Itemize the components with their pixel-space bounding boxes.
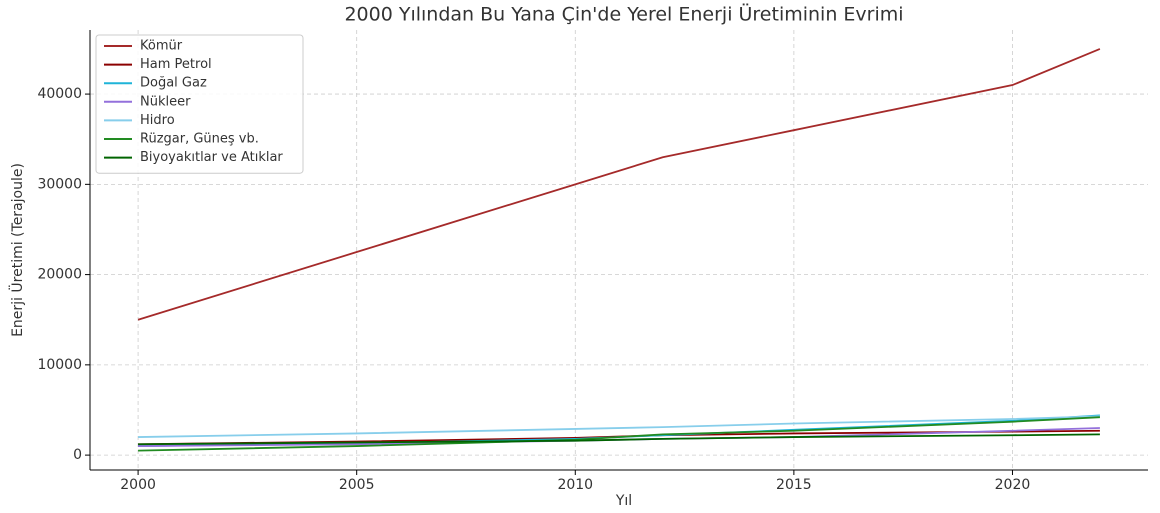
series-line	[138, 415, 1100, 438]
legend-label: Hidro	[140, 113, 175, 128]
series-line	[138, 433, 1100, 446]
legend-label: Biyoyakıtlar ve Atıklar	[140, 150, 283, 165]
series-line	[138, 416, 1100, 452]
x-tick-label: 2015	[776, 477, 812, 493]
y-tick-label: 20000	[37, 267, 82, 283]
legend-label: Ham Petrol	[140, 57, 212, 72]
chart-title: 2000 Yılından Bu Yana Çin'de Yerel Enerj…	[344, 3, 903, 26]
y-axis-label: Enerji Üretimi (Terajoule)	[8, 163, 26, 337]
legend-label: Kömür	[140, 39, 183, 54]
x-tick-label: 2000	[120, 477, 156, 493]
series-line	[137, 48, 1101, 321]
x-axis-label: Yıl	[615, 493, 632, 509]
x-tick-label: 2005	[339, 477, 375, 493]
y-tick-label: 40000	[37, 86, 82, 102]
x-tick-label: 2020	[995, 477, 1031, 493]
x-tick-label: 2010	[557, 477, 593, 493]
y-tick-label: 10000	[37, 357, 82, 373]
legend-box	[95, 34, 304, 174]
legend-label: Doğal Gaz	[140, 76, 207, 91]
series-line	[138, 414, 1100, 447]
y-tick-label: 30000	[37, 176, 82, 192]
legend-label: Nükleer	[140, 94, 191, 109]
legend-label: Rüzgar, Güneş vb.	[140, 132, 259, 147]
y-tick-label: 0	[73, 447, 82, 463]
